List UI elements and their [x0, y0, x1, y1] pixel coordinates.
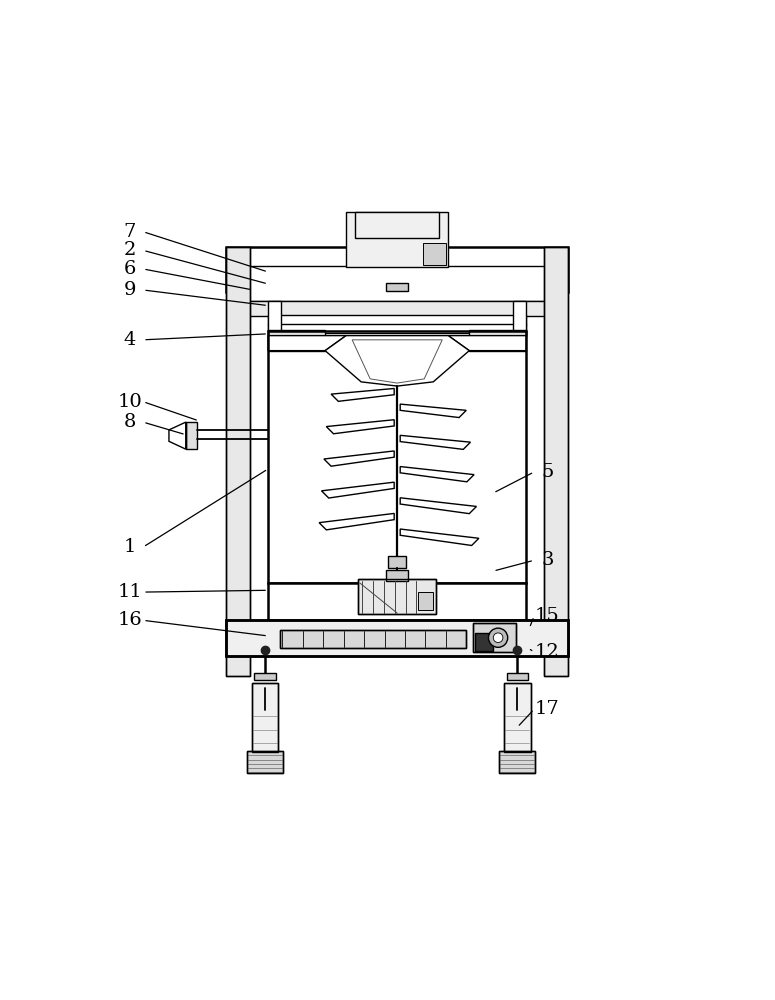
- Bar: [544, 247, 568, 676]
- Text: 10: 10: [118, 393, 143, 411]
- Text: 11: 11: [118, 583, 143, 601]
- Text: 15: 15: [535, 607, 560, 625]
- Text: 17: 17: [535, 700, 560, 718]
- Text: 1: 1: [124, 538, 136, 556]
- Bar: [474, 623, 515, 652]
- Text: 12: 12: [535, 643, 560, 661]
- Bar: [268, 331, 526, 583]
- Bar: [358, 579, 436, 614]
- Bar: [504, 683, 531, 752]
- Bar: [254, 673, 276, 680]
- Text: 3: 3: [541, 551, 553, 569]
- Polygon shape: [448, 336, 526, 351]
- Text: 16: 16: [118, 611, 143, 629]
- Bar: [268, 330, 326, 336]
- Bar: [268, 315, 526, 325]
- Circle shape: [494, 633, 503, 643]
- Polygon shape: [326, 420, 394, 434]
- Bar: [280, 630, 467, 648]
- Bar: [346, 212, 448, 267]
- Bar: [226, 247, 568, 292]
- Bar: [280, 630, 467, 648]
- Bar: [387, 570, 408, 581]
- Bar: [247, 266, 547, 301]
- Bar: [247, 751, 283, 773]
- Bar: [418, 592, 433, 610]
- Polygon shape: [169, 422, 186, 449]
- Bar: [226, 247, 250, 676]
- Text: 6: 6: [124, 260, 136, 278]
- Bar: [252, 683, 278, 752]
- Bar: [507, 673, 528, 680]
- Bar: [499, 751, 536, 773]
- Bar: [226, 620, 568, 656]
- Text: 4: 4: [124, 331, 136, 349]
- Polygon shape: [400, 467, 474, 482]
- Bar: [470, 330, 526, 336]
- Bar: [388, 556, 406, 568]
- Text: 7: 7: [124, 223, 136, 241]
- Polygon shape: [400, 498, 477, 514]
- Bar: [268, 301, 281, 337]
- Bar: [247, 301, 547, 316]
- Bar: [355, 212, 439, 238]
- Bar: [544, 247, 568, 676]
- Text: 2: 2: [124, 241, 136, 259]
- Bar: [186, 422, 197, 449]
- Bar: [423, 243, 446, 265]
- Bar: [268, 583, 526, 620]
- Polygon shape: [331, 388, 394, 401]
- Bar: [387, 283, 408, 291]
- Bar: [474, 623, 515, 652]
- Bar: [252, 683, 278, 752]
- Bar: [226, 247, 250, 676]
- Polygon shape: [326, 336, 470, 386]
- Polygon shape: [268, 336, 346, 351]
- Polygon shape: [319, 513, 394, 530]
- Text: 8: 8: [124, 413, 136, 431]
- Bar: [358, 579, 436, 614]
- Text: 9: 9: [124, 281, 136, 299]
- Text: 5: 5: [541, 463, 553, 481]
- Bar: [268, 324, 526, 333]
- Bar: [504, 683, 531, 752]
- Bar: [513, 301, 526, 337]
- Polygon shape: [400, 529, 479, 545]
- Polygon shape: [322, 482, 394, 498]
- Bar: [475, 633, 494, 651]
- Bar: [247, 751, 283, 773]
- Polygon shape: [400, 435, 470, 449]
- Circle shape: [488, 628, 508, 647]
- Polygon shape: [324, 451, 394, 466]
- Bar: [226, 620, 568, 656]
- Bar: [499, 751, 536, 773]
- Polygon shape: [400, 404, 467, 418]
